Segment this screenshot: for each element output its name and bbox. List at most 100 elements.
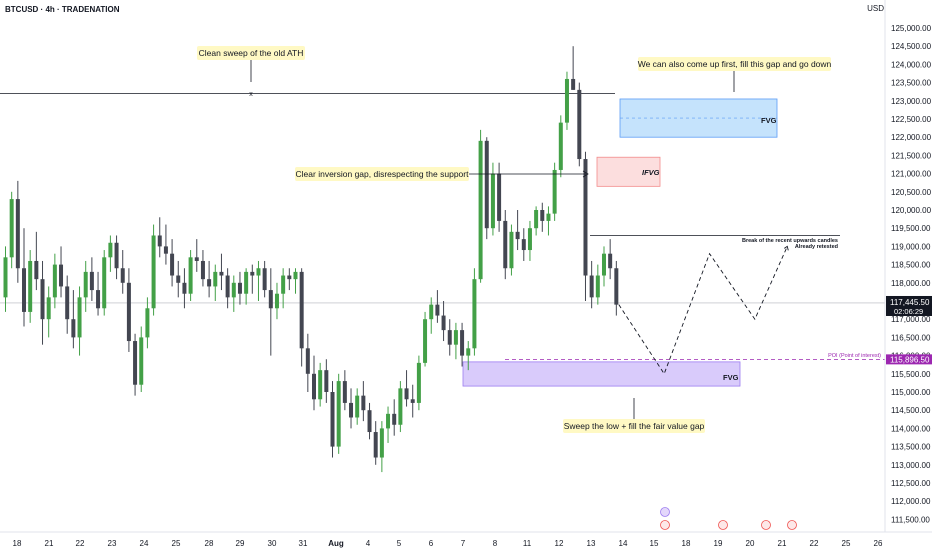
candle-body [312, 373, 316, 400]
annotations: Clean sweep of the old ATH x We can also c… [197, 46, 881, 433]
candle-body [564, 78, 569, 123]
candle-body [34, 260, 39, 280]
candle-body [521, 239, 526, 251]
price-tick: 121,000.00 [891, 170, 932, 179]
candle-body [207, 279, 212, 287]
candle-body [15, 199, 20, 269]
candle-body [416, 362, 421, 403]
candle-body [614, 268, 619, 305]
candle-body [114, 242, 119, 269]
ifvg-label: IFVG [642, 168, 660, 177]
time-tick: 24 [140, 539, 149, 548]
candle-body [262, 268, 267, 291]
time-tick: 4 [366, 539, 371, 548]
currency-label: USD [867, 4, 884, 13]
price-tick: 121,500.00 [891, 151, 932, 160]
candle-body [515, 231, 520, 240]
candle-body [490, 173, 495, 229]
price-tick: 119,500.00 [891, 224, 931, 233]
us-flag-event-icon [660, 520, 670, 530]
price-tick: 118,500.00 [891, 261, 931, 270]
time-tick: 12 [555, 539, 564, 548]
candle-body [305, 348, 310, 374]
fvg-top-label: FVG [761, 116, 777, 125]
zones [462, 98, 778, 387]
price-tick: 125,000.00 [891, 24, 932, 33]
price-axis: 125,000.00 124,500.00 124,000.00 123,500.00… [884, 0, 932, 532]
time-tick: 18 [682, 539, 691, 548]
top-note-box [638, 57, 831, 71]
inversion-arrowhead [582, 170, 589, 178]
us-flag-event-icon [718, 520, 728, 530]
candle-body [139, 337, 144, 385]
price-tick: 116,500.00 [891, 333, 931, 342]
time-tick: 6 [429, 539, 434, 548]
candle-body [527, 228, 532, 251]
candle-body [453, 330, 458, 345]
candle-body [244, 271, 249, 294]
time-tick: 5 [397, 539, 402, 548]
candle-body [472, 279, 477, 349]
candle-body [435, 304, 440, 316]
price-tick: 113,000.00 [891, 461, 931, 470]
us-flag-event-icon [761, 520, 771, 530]
projection-path [618, 245, 789, 375]
break-note-line1: Break of the recent upwards candles [742, 238, 838, 244]
candle-body [157, 235, 162, 247]
candle-body [145, 308, 150, 338]
candle-body [429, 304, 434, 320]
candle-body [318, 370, 323, 400]
ath-marker: x [249, 91, 253, 98]
candle-body [423, 319, 428, 363]
candle-body [441, 315, 446, 331]
candle-body [200, 260, 205, 280]
poi-price-value: 115,896.50 [890, 355, 930, 364]
candle-body [231, 282, 236, 298]
candle-body [71, 319, 76, 338]
candle-body [102, 257, 107, 309]
candle-body [194, 257, 199, 261]
candle-body [126, 282, 131, 342]
candle-body [324, 370, 329, 392]
time-tick: 21 [45, 539, 54, 548]
time-tick: Aug [328, 539, 344, 548]
price-tick: 124,000.00 [891, 60, 932, 69]
time-tick: 30 [268, 539, 277, 548]
candles [3, 46, 619, 473]
candle-body [299, 271, 304, 349]
fvg-bottom-zone [462, 361, 741, 387]
candle-body [28, 260, 33, 312]
time-tick: 21 [778, 539, 787, 548]
price-tick: 119,000.00 [891, 242, 931, 251]
candle-body [89, 271, 94, 291]
time-tick: 23 [108, 539, 117, 548]
candle-body [552, 169, 557, 214]
candle-body [46, 297, 51, 320]
candle-body [478, 140, 483, 280]
time-tick: 19 [714, 539, 723, 548]
candle-body [170, 253, 175, 276]
current-price-value: 117,445.50 [890, 298, 930, 307]
candle-body [151, 235, 156, 309]
candle-body [108, 242, 113, 258]
candle-body [497, 173, 502, 221]
candle-body [250, 271, 255, 276]
candle-countdown: 02:06:29 [894, 307, 923, 316]
candle-body [379, 428, 384, 458]
time-tick: 25 [842, 539, 851, 548]
candle-body [176, 275, 181, 283]
ath-note-box [197, 46, 305, 60]
fvg-bottom-label: FVG [723, 373, 739, 382]
candle-body [188, 257, 193, 294]
ifvg-zone [596, 156, 661, 187]
candle-body [293, 271, 298, 280]
candle-body [40, 279, 45, 320]
time-tick: 25 [172, 539, 181, 548]
lightning-event-icon [660, 507, 670, 517]
time-tick: 28 [205, 539, 214, 548]
candle-body [540, 210, 545, 221]
candle-body [281, 275, 286, 294]
candle-body [595, 275, 600, 298]
candle-body [398, 388, 403, 425]
